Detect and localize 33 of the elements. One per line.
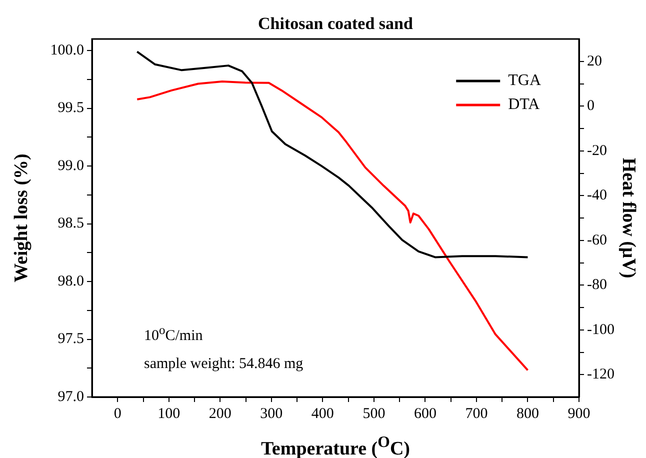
y2-tick-label: -120 [587,366,614,383]
annotation: 10$^{o}$C/min [144,322,204,346]
y-tick-label: 100.0 [50,42,84,58]
y-tick-label: 98.0 [58,273,84,290]
x-tick-label: 100 [158,406,180,422]
y2-tick-label: -40 [587,188,607,204]
y-axis-title: Weight loss (%) [11,154,33,282]
x-tick-label: 500 [362,406,386,422]
chart-title: Chitosan coated sand [257,14,414,34]
x-tick-label: 200 [208,406,232,422]
annotation: sample weight: 54.846 mg [144,355,304,374]
y-tick-label: 98.5 [58,216,84,232]
y2-tick-label: -100 [587,322,614,338]
x-axis-title: Temperature ($^{O}$C) [260,434,411,458]
x-tick-label: 600 [414,406,436,422]
y-tick-label: 97.5 [58,331,84,348]
y2-tick-label: -80 [587,277,607,294]
x-tick-label: 700 [465,406,488,422]
x-tick-label: 800 [516,406,539,422]
y-tick-label: 97.0 [58,388,84,405]
x-tick-label: 400 [311,406,334,422]
x-tick-label: 300 [260,406,283,422]
y2-tick-label: -20 [587,142,607,159]
x-tick-label: 0 [114,406,122,422]
y2-tick-label: -60 [587,232,607,248]
y2-axis-title: Heat flow (μV) [617,158,639,278]
y-tick-label: 99.0 [58,158,84,174]
x-tick-label: 900 [568,406,590,422]
y2-tick-label: 0 [587,98,594,114]
y-tick-label: 99.5 [58,100,84,116]
legend-label: TGA [508,72,542,90]
y2-tick-label: 20 [587,53,602,70]
legend-label: DTA [508,96,540,114]
